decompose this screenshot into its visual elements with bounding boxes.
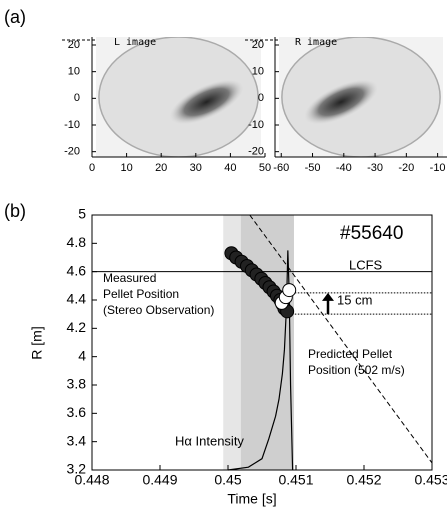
x-tick-label: 30: [190, 162, 202, 174]
image-vessel: [98, 37, 259, 157]
x-tick-label: -30: [367, 162, 383, 174]
annotation: Pellet Position: [103, 287, 179, 301]
x-tick-label: -10: [430, 162, 446, 174]
x-tick-label: -40: [336, 162, 352, 174]
y-tick-label: 10: [252, 66, 264, 78]
y-tick-label: 5: [78, 206, 86, 222]
y-tick-label: 4.6: [67, 262, 87, 278]
y-tick-label: 20: [68, 39, 80, 51]
x-tick-label: 0.448: [74, 472, 109, 488]
plot-frame: [91, 214, 433, 471]
y-tick-label: 4.4: [67, 291, 87, 307]
x-tick-label: 0.453: [414, 472, 447, 488]
annotation: #55640: [340, 223, 403, 244]
open-point: [282, 283, 297, 298]
annotation: LCFS: [349, 257, 383, 272]
image: [96, 37, 261, 157]
panel-label: (b): [4, 201, 26, 221]
image-emission: [169, 79, 244, 125]
y-tick-label: 0: [74, 92, 80, 104]
y-tick-label: 4.2: [67, 319, 87, 335]
image-label: R image: [295, 37, 337, 48]
image-label: L image: [114, 37, 156, 48]
x-tick-label: 0.45: [214, 472, 241, 488]
image-emission: [304, 79, 378, 125]
image: [279, 37, 443, 157]
annotation: 15 cm: [337, 292, 372, 307]
predicted-line: [249, 214, 433, 464]
y-tick-label: 0: [258, 92, 264, 104]
y-tick-label: -10: [64, 119, 80, 131]
x-tick-label: 0: [89, 162, 95, 174]
x-tick-label: 10: [120, 162, 132, 174]
x-tick-label: -50: [305, 162, 321, 174]
annotation: Predicted Pellet: [308, 347, 393, 361]
y-axis-label: R [m]: [29, 326, 45, 359]
y-tick-label: 3.2: [67, 461, 87, 477]
y-tick-label: 4: [78, 347, 86, 363]
annotation: Hα Intensity: [175, 433, 244, 448]
y-tick-label: -20: [64, 146, 80, 158]
x-tick-label: -20: [398, 162, 414, 174]
x-tick-label: 0.451: [278, 472, 313, 488]
x-tick-label: 0.449: [142, 472, 177, 488]
x-tick-label: 40: [224, 162, 236, 174]
y-tick-label: 3.8: [67, 376, 87, 392]
x-tick-label: -60: [273, 162, 289, 174]
x-axis-label: Time [s]: [227, 491, 276, 507]
y-tick-label: 3.6: [67, 404, 87, 420]
arrow-head: [322, 292, 334, 301]
annotation: Position (502 m/s): [308, 363, 405, 377]
y-tick-label: -20: [248, 146, 264, 158]
annotation: (Stereo Observation): [103, 303, 214, 317]
y-tick-label: 10: [68, 66, 80, 78]
x-tick-label: 20: [155, 162, 167, 174]
y-tick-label: 3.4: [67, 432, 87, 448]
y-tick-label: 20: [252, 39, 264, 51]
x-tick-label: 0.452: [346, 472, 381, 488]
panel-label: (a): [4, 7, 26, 27]
y-tick-label: -10: [248, 119, 264, 131]
y-tick-label: 4.8: [67, 234, 87, 250]
shaded-band: [240, 215, 294, 470]
annotation: Measured: [103, 271, 156, 285]
x-tick-label: 50: [259, 162, 271, 174]
